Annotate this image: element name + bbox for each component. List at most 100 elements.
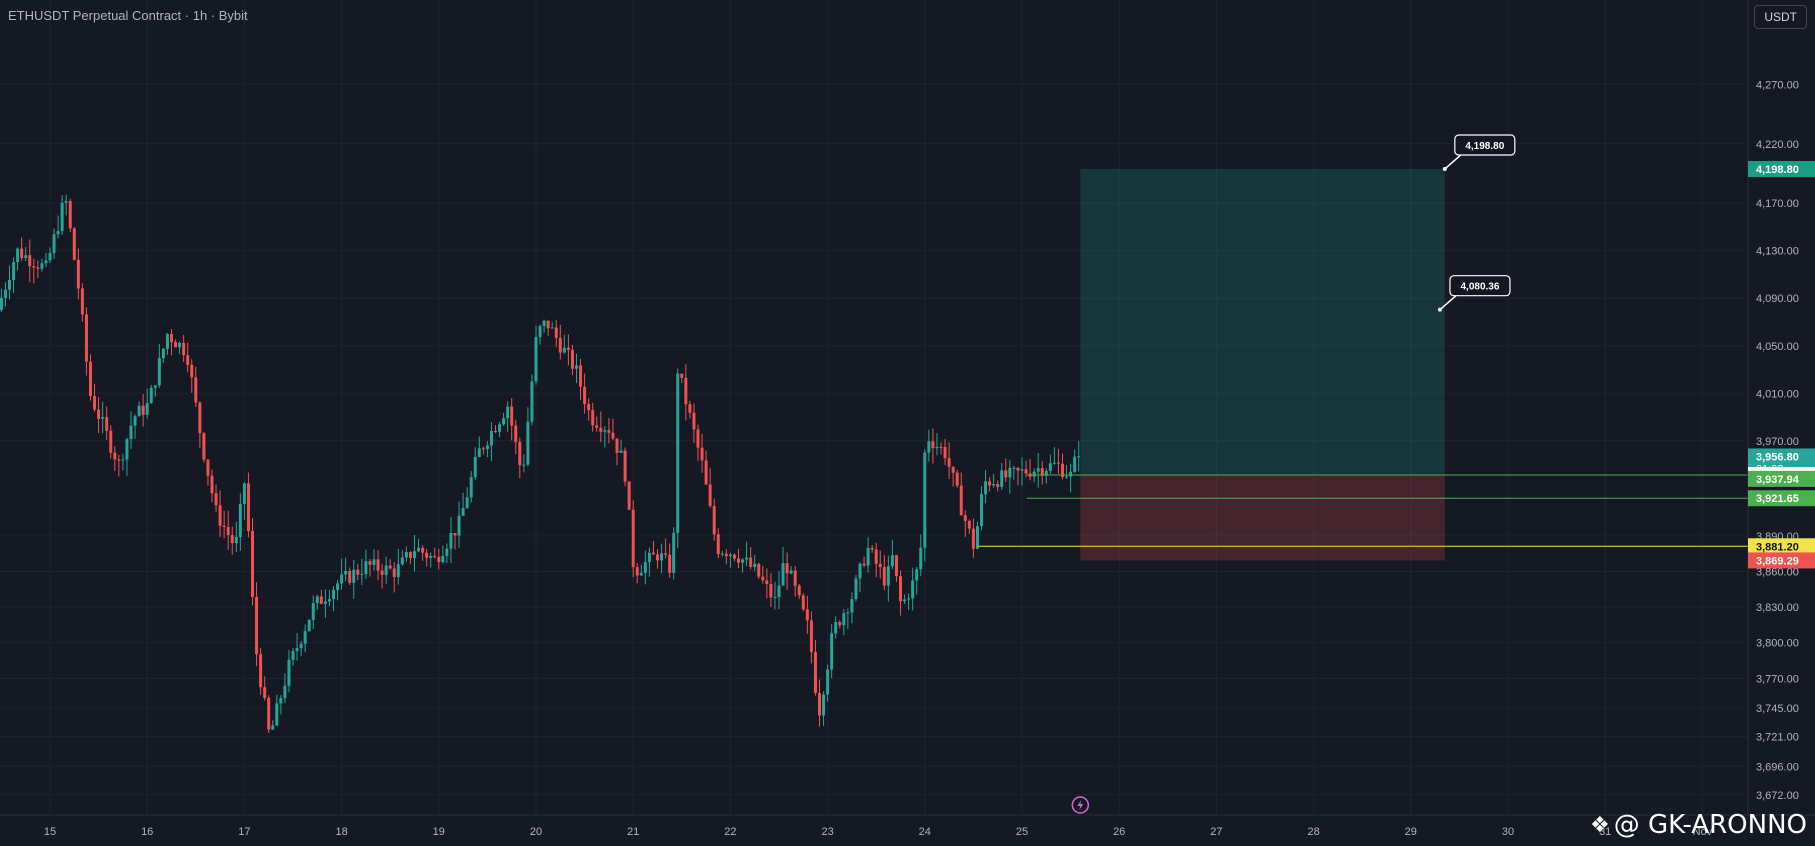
candle-body — [980, 494, 983, 527]
candle — [651, 540, 655, 555]
candle-body — [121, 459, 125, 461]
candle — [502, 412, 506, 426]
price-tick-label: 4,220.00 — [1756, 139, 1799, 151]
candle-body — [575, 365, 578, 369]
candle-body — [356, 569, 360, 575]
candle-body — [538, 326, 542, 338]
candle-body — [186, 355, 190, 365]
candle — [680, 373, 684, 384]
candle-body — [125, 439, 129, 460]
callout-pointer — [1444, 154, 1462, 170]
candle-body — [826, 669, 830, 695]
price-tick-label: 4,270.00 — [1756, 79, 1799, 91]
candle-body — [161, 348, 165, 359]
candle-body — [542, 320, 546, 327]
candle — [534, 325, 538, 385]
candle — [263, 676, 267, 701]
watermark: ❖ @ GK-ARONNO — [1590, 810, 1807, 840]
candle-body — [214, 493, 218, 506]
candle — [242, 482, 246, 521]
candle — [165, 333, 169, 355]
candle-body — [469, 477, 473, 498]
candle — [899, 570, 902, 616]
candle — [907, 593, 911, 611]
candle — [461, 492, 465, 517]
candle — [542, 319, 546, 333]
candle-body — [672, 532, 676, 573]
candle — [623, 447, 627, 487]
candle — [1020, 457, 1024, 486]
currency-button[interactable]: USDT — [1754, 5, 1807, 29]
candle-body — [773, 596, 777, 598]
candle-body — [858, 563, 862, 579]
candle — [980, 486, 983, 531]
candle-body — [931, 441, 935, 449]
candle-body — [818, 693, 821, 716]
candle-body — [433, 555, 437, 557]
candle-body — [781, 563, 785, 586]
candle-body — [838, 622, 842, 626]
candle-body — [291, 651, 295, 660]
candle — [1016, 466, 1020, 486]
candle — [441, 545, 445, 564]
candle — [510, 398, 514, 441]
candle — [769, 573, 773, 607]
candle — [696, 424, 700, 462]
candle-body — [137, 405, 141, 417]
price-label-text: 3,921.65 — [1756, 493, 1799, 505]
candle — [178, 341, 182, 355]
candle-body — [866, 547, 870, 566]
price-label-bg — [1748, 490, 1815, 507]
candle-body — [384, 565, 388, 575]
candle — [352, 559, 356, 599]
candle — [238, 493, 242, 551]
candle — [477, 436, 481, 458]
candle — [380, 564, 384, 589]
candle-body — [801, 595, 805, 610]
candle-body — [170, 334, 173, 343]
binance-diamond-icon: ❖ — [1590, 812, 1610, 838]
candle — [291, 648, 295, 666]
candle — [514, 419, 518, 455]
candle-body — [660, 553, 664, 561]
candle-body — [1056, 462, 1060, 464]
candle-body — [1024, 469, 1028, 474]
candle-body — [1077, 456, 1081, 458]
candle — [971, 518, 975, 558]
candle — [935, 433, 939, 456]
price-tick-label: 3,800.00 — [1756, 638, 1799, 650]
candle-body — [631, 509, 635, 568]
candle — [558, 324, 562, 360]
candle-body — [1016, 467, 1020, 471]
candle — [931, 428, 935, 464]
time-tick-label: 17 — [238, 826, 250, 838]
candle-body — [720, 553, 724, 555]
candle — [271, 720, 275, 730]
candle — [417, 538, 421, 553]
candle-body — [911, 580, 915, 599]
candle — [575, 353, 578, 384]
candle — [805, 595, 809, 634]
candle — [214, 484, 218, 513]
candle-body — [506, 406, 510, 419]
candle — [753, 555, 757, 572]
candle-body — [890, 555, 894, 567]
candle-body — [854, 578, 858, 600]
candle — [611, 418, 615, 441]
candle — [1052, 447, 1056, 465]
candle — [125, 437, 129, 477]
candle — [230, 526, 234, 555]
candle — [198, 401, 202, 448]
candle — [129, 411, 133, 449]
price-axis: 4,270.00 4,220.00 4,170.00 4,130.00 4,090.00… — [1756, 79, 1799, 801]
candle — [955, 469, 959, 488]
candle — [745, 541, 749, 567]
candle — [327, 590, 331, 607]
candle — [850, 592, 854, 624]
candle-body — [129, 425, 133, 440]
candle-body — [299, 643, 303, 649]
candle — [550, 322, 554, 329]
candle — [704, 450, 708, 486]
